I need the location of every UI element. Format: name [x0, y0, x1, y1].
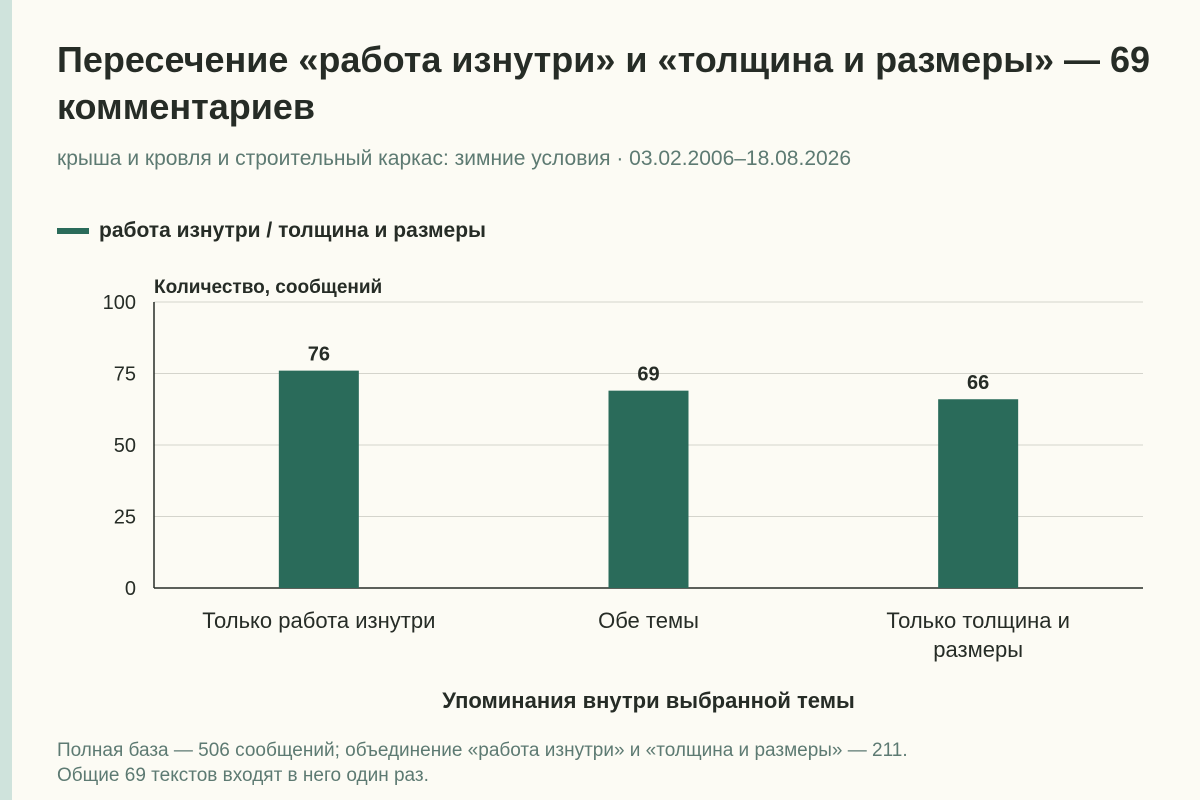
x-tick-label: Только работа изнутри	[202, 608, 435, 633]
y-tick-label: 75	[114, 364, 136, 386]
bar	[278, 370, 359, 588]
x-tick-label-line: Только работа изнутри	[202, 608, 435, 633]
y-tick-label: 25	[114, 507, 136, 529]
x-tick-label-line: Только толщина и	[886, 608, 1070, 633]
x-tick-label: Обе темы	[598, 608, 699, 633]
legend: работа изнутри / толщина и размеры	[57, 219, 486, 243]
bar	[608, 390, 689, 588]
footnote: Полная база — 506 сообщений; объединение…	[57, 738, 1167, 788]
x-axis-label: Упоминания внутри выбранной темы	[442, 688, 855, 713]
x-tick-label-line: размеры	[933, 637, 1023, 662]
footnote-line-1: Полная база — 506 сообщений; объединение…	[57, 740, 908, 761]
x-tick-label-line: Обе темы	[598, 608, 699, 633]
bar-value-label: 76	[308, 344, 330, 366]
legend-label: работа изнутри / толщина и размеры	[99, 219, 486, 242]
bar	[938, 399, 1019, 588]
chart-subtitle: крыша и кровля и строительный каркас: зи…	[57, 147, 852, 170]
y-axis-label: Количество, сообщений	[154, 277, 382, 298]
legend-swatch	[57, 228, 89, 234]
left-accent-stripe	[0, 0, 12, 800]
y-tick-label: 0	[125, 578, 136, 600]
y-tick-label: 100	[103, 292, 136, 314]
bar-value-label: 69	[637, 364, 659, 386]
chart-title: Пересечение «работа изнутри» и «толщина …	[57, 39, 1151, 127]
footnote-line-2: Общие 69 текстов входят в него один раз.	[57, 765, 429, 786]
x-tick-label: Только толщина и размеры	[886, 608, 1070, 662]
y-tick-label: 50	[114, 435, 136, 457]
bar-value-label: 66	[967, 372, 989, 394]
